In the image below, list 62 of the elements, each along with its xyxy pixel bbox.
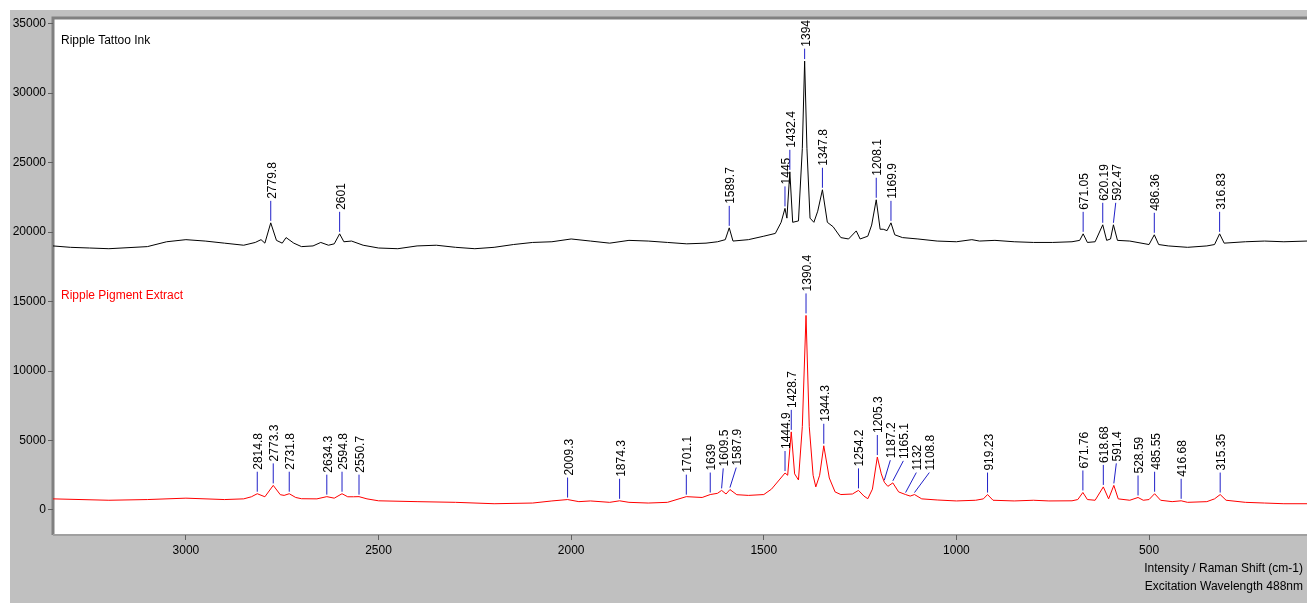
x-tick-label: 2000	[557, 542, 585, 557]
annotation: 620.19	[1096, 163, 1111, 201]
y-tick-label: 0	[39, 502, 47, 517]
annotation: 416.68	[1175, 439, 1190, 477]
annotation: 316.83	[1213, 172, 1228, 210]
annotation: 1347.8	[816, 128, 831, 166]
annotation: 1108.8	[923, 434, 938, 471]
annotation: 1445	[778, 157, 793, 185]
annotation: 1444.9	[779, 411, 794, 450]
annotation: 1639	[704, 443, 719, 471]
annotation: 1428.7	[785, 370, 800, 408]
annotation: 1187.2	[884, 422, 899, 459]
y-tick-label: 20000	[12, 224, 47, 239]
annotation: 2594.8	[336, 432, 351, 470]
text: Ripple Pigment Extract	[61, 287, 184, 302]
x-tick-label: 1500	[750, 542, 778, 557]
x-tick-label: 1000	[943, 542, 971, 557]
y-tick-label: 10000	[12, 363, 47, 378]
annotation: 1132	[910, 444, 925, 471]
annotation: 1254.2	[852, 429, 867, 467]
x-tick-label: 2500	[365, 542, 393, 557]
annotation: 1432.4	[783, 110, 798, 148]
annotation: 2550.7	[353, 435, 368, 473]
annotation: 618.68	[1097, 425, 1112, 463]
annotation: 1609.5	[717, 429, 732, 467]
annotation: 2814.8	[251, 432, 266, 470]
annotation: 2634.3	[320, 435, 335, 473]
annotation: 528.59	[1132, 436, 1147, 474]
annotation: 1701.1	[680, 435, 695, 473]
annotation: 315.35	[1214, 433, 1229, 471]
annotation: 1394	[798, 19, 813, 47]
annotation: 486.36	[1148, 173, 1163, 211]
y-tick-label: 30000	[12, 85, 47, 100]
annotation: 485.55	[1148, 432, 1163, 470]
annotation: 1344.3	[817, 384, 832, 422]
annotation: 671.05	[1077, 172, 1092, 210]
x-tick-label: 500	[1139, 542, 1160, 557]
y-tick-label: 25000	[12, 154, 47, 169]
annotation: 2731.8	[283, 432, 298, 470]
annotation: 2779.8	[264, 161, 279, 199]
y-tick-label: 35000	[12, 15, 47, 30]
annotation: 919.23	[981, 433, 996, 471]
annotation: 592.47	[1109, 163, 1124, 201]
text: Ripple Tattoo Ink	[61, 33, 152, 48]
annotation: 591.4	[1110, 431, 1125, 462]
annotation: 1589.7	[723, 166, 738, 204]
y-tick-label: 15000	[12, 293, 47, 308]
x-tick-label: 3000	[172, 542, 200, 557]
annotation: 1587.9	[730, 428, 745, 466]
annotation: 1874.3	[613, 439, 628, 477]
annotation: 1165.1	[897, 422, 912, 459]
y-tick-label: 5000	[19, 432, 47, 447]
annotation: 2009.3	[561, 438, 576, 476]
annotation: 1205.3	[871, 396, 886, 434]
text: Excitation Wavelength 488nm	[1144, 579, 1303, 594]
annotation: 2601	[333, 182, 348, 210]
annotation: 1208.1	[870, 138, 885, 176]
annotation: 2773.3	[267, 424, 282, 462]
annotation: 1169.9	[884, 162, 899, 199]
annotation: 671.76	[1076, 431, 1091, 469]
x-axis-title: Intensity / Raman Shift (cm-1)	[1144, 561, 1303, 576]
annotation: 1390.4	[800, 254, 815, 292]
